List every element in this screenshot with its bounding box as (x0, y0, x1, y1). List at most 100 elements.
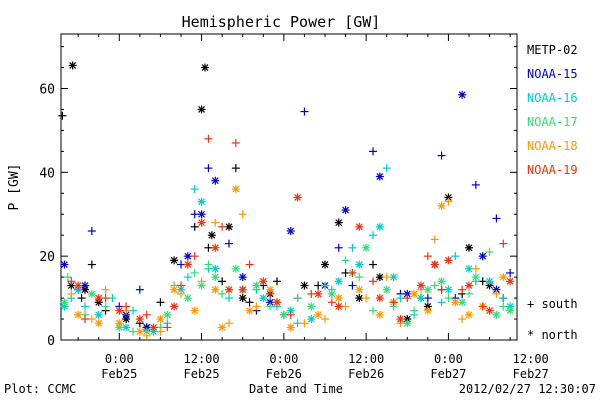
north-point (115, 319, 124, 328)
south-point (190, 268, 199, 277)
south-point (423, 252, 432, 261)
north-point (465, 310, 473, 319)
north-point (499, 273, 508, 282)
south-point (355, 273, 364, 282)
north-point (163, 310, 172, 319)
south-point (300, 107, 309, 116)
x-tick-time-label: 0:00 (434, 352, 463, 366)
north-point (375, 273, 384, 282)
south-point (451, 252, 460, 261)
south-point (403, 294, 412, 303)
south-point (458, 285, 467, 294)
south-point (499, 294, 508, 303)
north-point (68, 61, 77, 70)
south-point (183, 273, 192, 282)
north-point (417, 294, 425, 303)
north-point (211, 176, 220, 185)
timestamp: 2012/02/27 12:30:07 (459, 382, 596, 396)
north-point (183, 252, 192, 261)
north-point (465, 243, 473, 252)
legend-entry: NOAA-15 (527, 67, 578, 81)
south-point (437, 298, 446, 307)
north-point (87, 289, 96, 298)
south-point (177, 289, 185, 298)
north-point (94, 319, 103, 328)
south-point (266, 289, 275, 298)
north-point (60, 298, 69, 307)
north-point (485, 277, 494, 286)
north-point (458, 298, 467, 307)
south-point (87, 315, 96, 324)
north-point (190, 306, 199, 315)
plot-frame (60, 33, 518, 341)
south-point (211, 218, 220, 227)
y-tick-label: 20 (39, 250, 55, 265)
north-point (307, 302, 316, 311)
south-point (204, 134, 213, 143)
south-point (129, 306, 137, 315)
north-point (170, 256, 179, 265)
north-point (403, 289, 412, 298)
north-point (94, 294, 103, 303)
south-point (129, 327, 137, 336)
legend-entry: NOAA-17 (527, 115, 578, 129)
south-point (273, 277, 281, 286)
north-point (94, 310, 103, 319)
north-point (218, 323, 227, 332)
south-point (101, 285, 110, 294)
south-point (423, 294, 432, 303)
south-point (63, 273, 72, 282)
north-point (74, 281, 83, 290)
x-tick-date-label: Feb25 (184, 367, 220, 381)
south-point (471, 180, 480, 189)
south-point (225, 319, 233, 328)
legend-entry: NOAA-18 (527, 139, 578, 153)
north-point (327, 289, 336, 298)
north-point (266, 298, 275, 307)
south-point (307, 289, 316, 298)
x-tick-date-label: Feb27 (513, 367, 549, 381)
south-point (485, 247, 494, 256)
north-point (286, 323, 295, 332)
north-point (375, 172, 384, 181)
south-point (362, 294, 371, 303)
south-point (348, 281, 357, 290)
north-point (506, 306, 515, 315)
plot-credit: Plot: CCMC (4, 382, 76, 396)
south-point (101, 294, 110, 303)
north-point (245, 306, 254, 315)
south-point (465, 289, 473, 298)
north-point (67, 281, 76, 290)
north-point (156, 315, 165, 324)
north-point (238, 273, 247, 282)
x-tick-time-label: 12:00 (184, 352, 220, 366)
south-point (218, 222, 227, 231)
south-point (389, 298, 398, 307)
south-point (293, 319, 302, 328)
north-point (207, 231, 216, 240)
north-point (197, 197, 206, 206)
north-point (430, 260, 439, 269)
south-point (77, 294, 86, 303)
north-point (389, 273, 398, 282)
south-point (314, 281, 323, 290)
north-point (231, 264, 240, 273)
north-point (293, 193, 302, 202)
north-point (211, 264, 220, 273)
north-point (334, 218, 343, 227)
south-point (163, 323, 172, 332)
south-point (197, 277, 206, 286)
north-point (197, 105, 206, 114)
south-point (135, 285, 144, 294)
south-point (369, 147, 377, 156)
south-point (430, 281, 439, 290)
south-point (499, 239, 508, 248)
north-point (492, 310, 501, 319)
south-point (225, 294, 233, 303)
north-point (314, 310, 323, 319)
north-point (410, 289, 419, 298)
south-point (204, 260, 213, 269)
x-axis: 0:00Feb2512:00Feb250:00Feb2612:00Feb260:… (77, 34, 549, 381)
south-point (225, 239, 233, 248)
north-point (183, 294, 192, 303)
